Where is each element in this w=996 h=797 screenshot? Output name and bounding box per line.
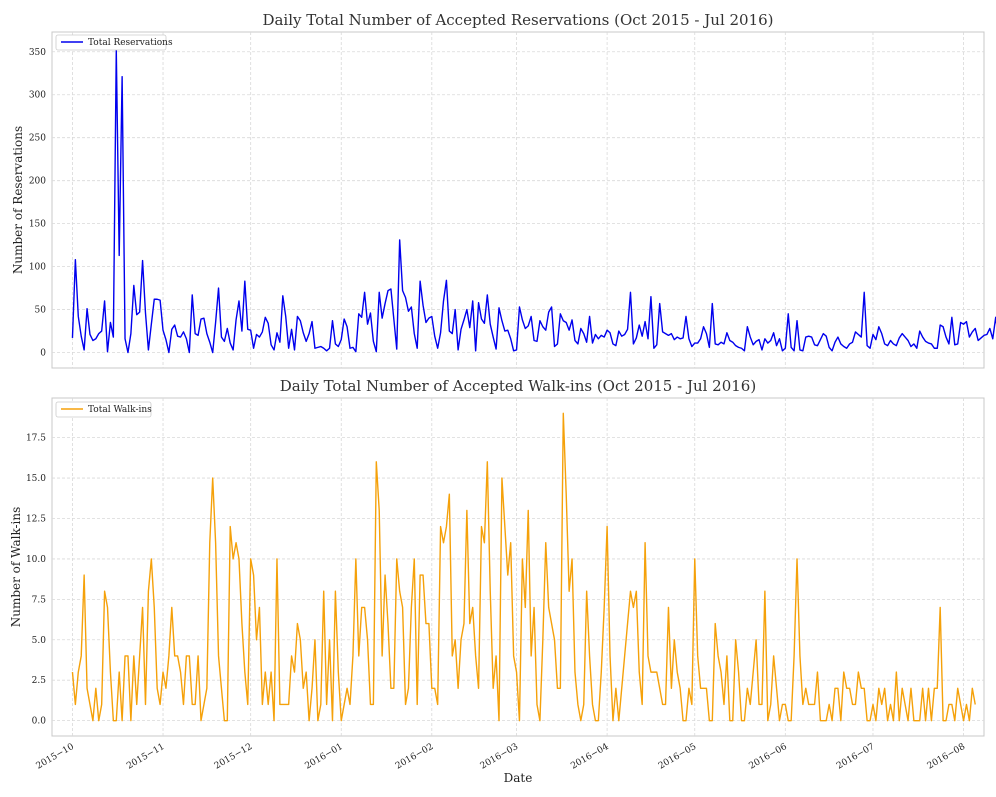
reservations-y-tick-label: 300 [29, 91, 46, 101]
reservations-ticks: 0 50 100 150 200 250 300 350 [29, 48, 46, 359]
reservations-chart-title: Daily Total Number of Accepted Reservati… [262, 11, 773, 29]
walkins-series [71, 412, 976, 722]
walkins-y-axis-label: Number of Walk-ins [9, 507, 23, 628]
walkins-y-tick-label: 12.5 [26, 514, 46, 524]
reservations-legend-box [55, 34, 167, 51]
reservations-y-tick-label: 0 [40, 349, 46, 359]
x-tick-label: 2015−11 [125, 742, 166, 772]
reservations-y-tick-label: 50 [35, 306, 47, 316]
x-tick-label: 2016−01 [303, 742, 344, 772]
reservations-y-tick-label: 100 [29, 263, 46, 273]
walkins-x-axis-label: Date [504, 771, 533, 785]
x-tick-label: 2016−04 [569, 742, 611, 772]
walkins-y-tick-label: 10.0 [26, 555, 46, 565]
reservations-y-tick-label: 150 [29, 220, 46, 230]
walkins-y-tick-label: 15.0 [26, 474, 46, 484]
walkins-y-tick-label: 0.0 [32, 717, 47, 727]
x-tick-label: 2015−10 [35, 742, 77, 772]
walkins-y-tick-label: 5.0 [32, 636, 47, 646]
walkins-legend: Total Walk-ins [55, 401, 152, 418]
walkins-legend-label: Total Walk-ins [88, 405, 152, 415]
x-tick-label: 2016−03 [479, 742, 521, 772]
walkins-panel: Daily Total Number of Accepted Walk-ins … [9, 377, 985, 785]
reservations-y-axis-label: Number of Reservations [11, 126, 25, 274]
x-tick-label: 2016−05 [657, 742, 699, 772]
reservations-y-tick-label: 250 [29, 134, 46, 144]
reservations-plot-frame [51, 31, 985, 369]
walkins-series-line [71, 412, 976, 722]
reservations-grid [52, 32, 984, 368]
reservations-panel: Daily Total Number of Accepted Reservati… [11, 11, 996, 369]
x-tick-label: 2016−02 [394, 742, 435, 772]
reservations-y-tick-label: 350 [29, 48, 46, 58]
x-tick-label: 2016−07 [835, 742, 877, 772]
walkins-plot-frame [51, 397, 985, 737]
reservations-series [71, 49, 996, 354]
walkins-legend-box [55, 401, 152, 418]
walkins-y-tick-label: 17.5 [26, 434, 46, 444]
reservations-legend: Total Reservations [55, 34, 173, 51]
x-tick-label: 2016−08 [926, 742, 968, 772]
reservations-legend-label: Total Reservations [88, 38, 173, 48]
walkins-chart-title: Daily Total Number of Accepted Walk-ins … [280, 377, 756, 395]
walkins-y-tick-label: 7.5 [32, 595, 47, 605]
walkins-y-tick-label: 2.5 [32, 676, 47, 686]
x-tick-label: 2015−12 [213, 742, 254, 772]
reservations-y-tick-label: 200 [29, 177, 46, 187]
reservations-series-line [71, 49, 996, 354]
x-tick-label: 2016−06 [748, 742, 790, 772]
